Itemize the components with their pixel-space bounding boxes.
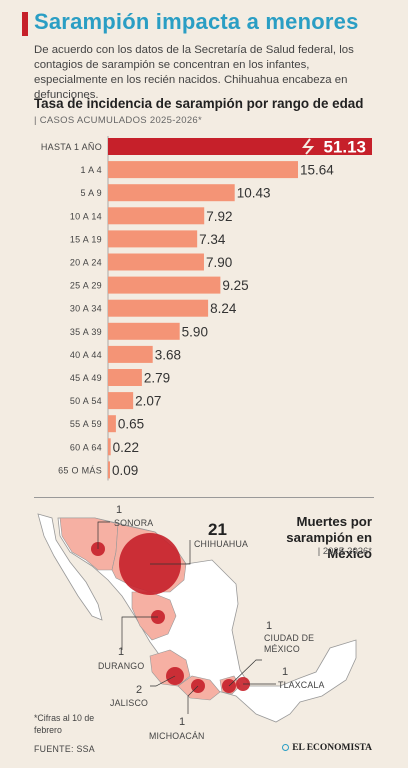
count-tlaxcala: 1 (282, 666, 289, 678)
label-jalisco: JALISCO (110, 698, 149, 708)
bar-12 (108, 415, 116, 433)
category-label-13: 60 A 64 (70, 442, 102, 452)
count-sonora: 1 (116, 504, 123, 516)
category-label-7: 30 A 34 (70, 304, 102, 314)
bar-4 (108, 230, 198, 248)
value-label-14: 0.09 (112, 463, 138, 478)
footnote: *Cifras al 10 de febrero (34, 713, 95, 735)
value-label-5: 7.90 (206, 255, 232, 270)
value-label-8: 5.90 (182, 324, 208, 339)
incidence-bar-chart: HASTA 1 AÑO 51.13 1 A 4 15.64 5 A 9 10.43 10 A… (41, 136, 372, 481)
bar-6 (108, 276, 221, 294)
leader-lines (97, 521, 276, 714)
brand-logo: EL ECONOMISTA (282, 743, 372, 753)
value-label-2: 10.43 (237, 186, 271, 201)
category-label-2: 5 A 9 (80, 188, 102, 198)
label-sonora: SONORA (114, 518, 154, 528)
value-label-7: 8.24 (210, 301, 237, 316)
category-label-10: 45 A 49 (70, 373, 102, 383)
label-durango: DURANGO (98, 661, 145, 671)
category-label-4: 15 A 19 (70, 234, 102, 244)
chart-subtitle: | CASOS ACUMULADOS 2025-2026* (34, 115, 202, 126)
label-michoacan: MICHOACÁN (149, 731, 205, 741)
category-label-11: 50 A 54 (70, 396, 102, 406)
page-title: Sarampión impacta a menores (34, 9, 359, 34)
category-label-5: 20 A 24 (70, 258, 102, 268)
category-label-6: 25 A 29 (70, 281, 102, 291)
brand-dot-icon (282, 744, 290, 751)
bar-10 (108, 369, 142, 386)
page-subtitle: De acuerdo con los datos de la Secretarí… (34, 44, 354, 101)
category-label-9: 40 A 44 (70, 350, 102, 360)
category-label-14: 65 O MÁS (58, 465, 102, 475)
value-label-3: 7.92 (206, 209, 232, 224)
value-label-11: 2.07 (135, 394, 161, 409)
value-label-13: 0.22 (113, 440, 139, 455)
mexico-deaths-map (37, 513, 357, 723)
axis-break-mark (302, 138, 315, 155)
value-label-6: 9.25 (222, 278, 248, 293)
bar-2 (108, 184, 235, 202)
value-label-4: 7.34 (199, 232, 226, 247)
bar-14 (108, 461, 110, 479)
map-title: Muertes por sarampión en México (286, 514, 372, 561)
count-durango: 1 (118, 646, 125, 658)
map-subtitle: | 2025-2026* (317, 546, 372, 557)
baja-california (37, 513, 103, 621)
label-cdmx: CIUDAD DE MÉXICO (264, 633, 315, 654)
bar-11 (108, 392, 134, 410)
category-label-12: 55 A 59 (70, 419, 102, 429)
bar-0 (108, 138, 372, 155)
count-cdmx: 1 (266, 620, 273, 632)
label-chihuahua: CHIHUAHUA (194, 539, 249, 549)
value-label-12: 0.65 (118, 417, 144, 432)
title-accent-bar (22, 12, 28, 36)
value-label-9: 3.68 (155, 347, 181, 362)
chart-title: Tasa de incidencia de sarampión por rang… (34, 96, 364, 111)
count-chihuahua: 21 (208, 520, 227, 539)
category-label-3: 10 A 14 (70, 211, 102, 221)
value-label-1: 15.64 (300, 163, 334, 178)
category-label-1: 1 A 4 (80, 165, 102, 175)
source-text: FUENTE: SSA (34, 744, 95, 754)
category-label-8: 35 A 39 (70, 327, 102, 337)
count-michoacan: 1 (179, 716, 186, 728)
count-jalisco: 2 (136, 684, 143, 696)
section-divider (34, 497, 374, 498)
bar-7 (108, 299, 209, 317)
value-label-0: 51.13 (323, 138, 366, 157)
bar-9 (108, 345, 153, 363)
label-tlaxcala: TLAXCALA (278, 680, 325, 690)
bar-1 (108, 161, 298, 179)
value-label-10: 2.79 (144, 371, 170, 386)
bar-8 (108, 322, 180, 340)
bar-13 (108, 438, 111, 456)
bar-5 (108, 253, 204, 271)
state-sonora (59, 517, 119, 571)
bar-3 (108, 207, 205, 225)
category-label-0: HASTA 1 AÑO (41, 142, 102, 152)
